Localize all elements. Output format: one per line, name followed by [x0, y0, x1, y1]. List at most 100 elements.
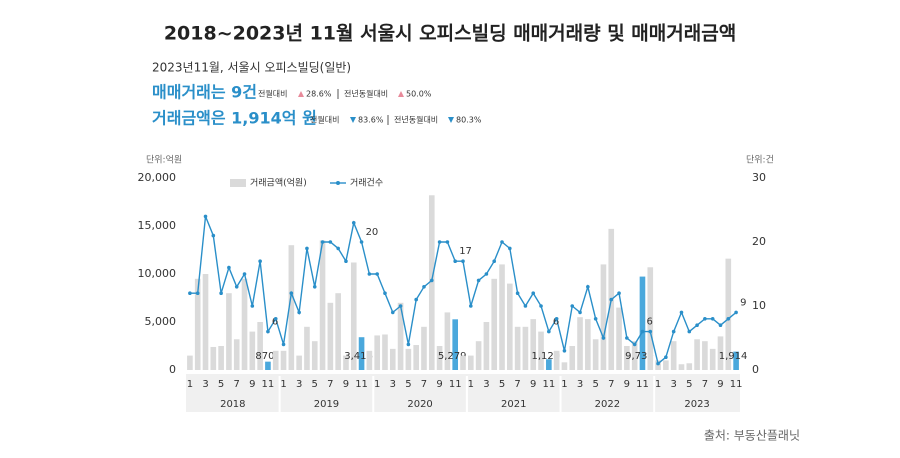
stat-label: 전월대비	[310, 115, 339, 125]
x-tick-label: 7	[327, 379, 333, 390]
x-tick-label: 3	[390, 379, 396, 390]
x-tick-label: 1	[655, 379, 661, 390]
line-point	[414, 297, 418, 302]
x-tick-label: 11	[730, 379, 743, 390]
bar	[265, 361, 271, 370]
x-tick-label: 9	[624, 379, 630, 390]
bar	[366, 350, 373, 370]
bar	[288, 245, 295, 370]
trend-icon	[350, 117, 356, 123]
bar	[467, 355, 474, 370]
year-label: 2021	[501, 399, 526, 410]
bar	[311, 341, 318, 370]
line-point	[422, 285, 426, 289]
line-point	[390, 310, 395, 315]
line-point	[625, 336, 629, 340]
line-point	[289, 291, 294, 296]
line-point	[406, 342, 411, 347]
line-point	[710, 317, 715, 321]
y2-unit: 단위:건	[746, 155, 774, 166]
line-point	[273, 317, 278, 321]
bar	[678, 364, 685, 370]
bar	[686, 363, 693, 370]
bar	[717, 336, 724, 370]
bar	[585, 319, 591, 370]
y-tick-label: 0	[169, 363, 176, 376]
bar	[350, 262, 357, 370]
bar	[397, 302, 404, 370]
bar	[514, 326, 521, 370]
x-tick-label: 5	[686, 379, 692, 390]
line-point	[718, 323, 723, 328]
bar	[421, 326, 427, 370]
bar	[389, 348, 396, 370]
bar-value-label: 870	[255, 351, 274, 362]
y2-tick-label: 0	[752, 363, 759, 376]
bar	[624, 346, 630, 370]
line-point	[523, 304, 528, 308]
legend-label: 거래건수	[350, 178, 383, 189]
line-point	[398, 304, 403, 308]
bar	[296, 355, 302, 370]
line-point	[281, 342, 286, 347]
line-point	[242, 272, 247, 276]
line-point	[336, 246, 340, 251]
bar	[304, 326, 310, 370]
x-tick-label: 3	[577, 379, 583, 390]
bar	[507, 283, 513, 370]
bar-value-label: 3,416	[344, 351, 373, 362]
line-point	[383, 291, 387, 296]
bar	[499, 264, 505, 370]
x-tick-label: 11	[449, 379, 462, 390]
line-point	[734, 310, 738, 315]
trend-icon	[448, 117, 454, 123]
x-tick-label: 7	[608, 379, 614, 390]
year-label: 2019	[314, 399, 339, 410]
line-point	[367, 272, 372, 276]
line-point	[539, 304, 543, 308]
line-point	[617, 291, 621, 296]
bar	[413, 345, 419, 370]
bar	[257, 322, 263, 370]
bar	[444, 312, 451, 370]
line-point	[328, 240, 333, 244]
bar	[577, 317, 583, 370]
bar	[319, 240, 326, 370]
bar	[187, 355, 193, 370]
x-tick-label: 5	[218, 379, 224, 390]
line-point	[515, 291, 520, 296]
line-point	[195, 291, 200, 296]
line-point	[445, 240, 450, 244]
x-tick-label: 5	[499, 379, 505, 390]
x-tick-label: 7	[514, 379, 520, 390]
line-point	[188, 291, 192, 296]
x-axis-band	[186, 374, 740, 412]
y-tick-label: 20,000	[138, 171, 177, 184]
line-point	[632, 342, 637, 347]
bar	[226, 293, 232, 370]
bar	[709, 348, 716, 370]
x-tick-label: 1	[374, 379, 380, 390]
line-point	[359, 240, 364, 244]
bar	[522, 326, 529, 370]
line-point	[492, 259, 497, 264]
y2-tick-label: 20	[752, 235, 766, 248]
line-point	[211, 233, 216, 238]
x-tick-label: 5	[312, 379, 318, 390]
line-point	[671, 329, 676, 334]
line-point	[320, 240, 325, 244]
bar	[483, 322, 490, 370]
bar	[530, 319, 537, 370]
line-point	[312, 285, 317, 289]
line-point	[640, 329, 645, 334]
bar	[436, 346, 443, 370]
line-point	[453, 259, 457, 264]
legend-swatch	[336, 181, 340, 185]
x-tick-label: 9	[436, 379, 442, 390]
x-tick-label: 5	[405, 379, 411, 390]
stat-label: 전년동월대비	[344, 89, 388, 99]
line-point	[461, 259, 465, 264]
line-point	[250, 304, 255, 308]
x-tick-label: 5	[592, 379, 598, 390]
line-value-label: 6	[553, 317, 559, 328]
